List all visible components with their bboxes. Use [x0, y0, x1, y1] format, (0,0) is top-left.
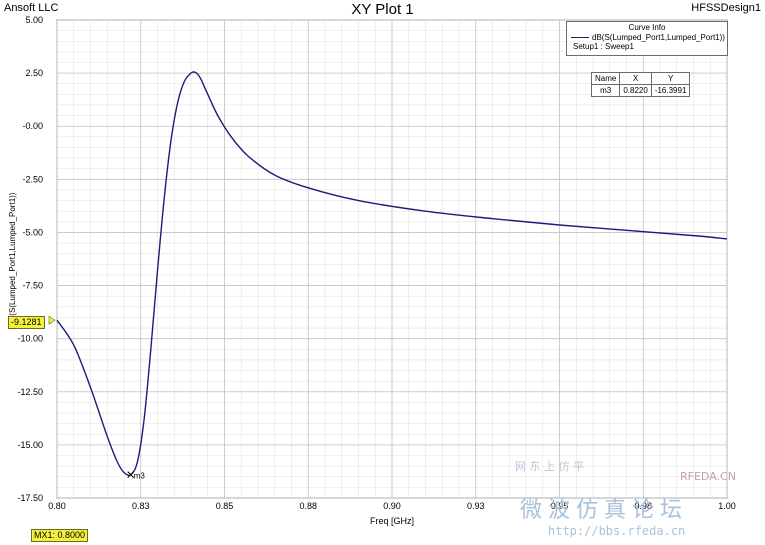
x-tick-label: 0.80 — [48, 501, 66, 511]
marker-cell-y: -16.3991 — [650, 84, 691, 97]
y-axis-label: dB(S(Lumped_Port1,Lumped_Port1)) — [8, 192, 17, 325]
y-tick-label: -5.00 — [22, 227, 43, 237]
x-axis-label: Freq [GHz] — [370, 516, 414, 526]
axis-ticks: 0.80 0.83 0.85 0.88 0.90 0.93 0.95 0.98 1.00 5.00… — [17, 15, 735, 511]
x-tick-label: 0.83 — [132, 501, 150, 511]
legend-title: Curve Info — [628, 23, 666, 32]
design-name: HFSSDesign1 — [691, 2, 761, 14]
legend-entry[interactable]: dB(S(Lumped_Port1,Lumped_Port1)) — [571, 33, 727, 42]
x-tick-label: 0.98 — [634, 501, 652, 511]
y-tick-label: -2.50 — [22, 174, 43, 184]
x-tick-label: 0.93 — [467, 501, 485, 511]
marker-cell-x: 0.8220 — [619, 84, 652, 97]
watermark-line4: http://bbs.rfeda.cn — [548, 524, 686, 538]
legend-entry-label: dB(S(Lumped_Port1,Lumped_Port1)) — [592, 33, 725, 42]
marker-cell-name: m3 — [590, 84, 621, 97]
watermark-line1: 网 东 上 仿 平 — [515, 460, 584, 473]
watermark-line2: RFEDA.CN — [680, 470, 736, 483]
y-tick-label: -17.50 — [17, 493, 43, 503]
y-cursor-arrow — [48, 315, 56, 325]
plot-title: XY Plot 1 — [351, 1, 414, 18]
y-tick-label: 2.50 — [25, 68, 43, 78]
x-tick-label: 1.00 — [718, 501, 736, 511]
x-tick-label: 0.90 — [383, 501, 401, 511]
x-tick-label: 0.85 — [216, 501, 234, 511]
y-tick-label: -10.00 — [17, 334, 43, 344]
watermark-line3: 微波仿真论坛 — [520, 498, 689, 523]
legend-sweep: Setup1 : Sweep1 — [573, 42, 634, 51]
x-cursor-tag[interactable]: MX1: 0.8000 — [31, 529, 89, 542]
y-tick-label: -12.50 — [17, 387, 43, 397]
y-tick-label: 5.00 — [25, 15, 43, 25]
marker-m3[interactable]: m3 — [48, 315, 146, 481]
marker-header-y: Y — [650, 72, 691, 85]
marker-label: m3 — [134, 472, 146, 481]
x-tick-label: 0.95 — [551, 501, 569, 511]
legend-swatch — [571, 37, 589, 38]
marker-table-header: Name X Y — [590, 72, 691, 85]
s11-curve[interactable] — [56, 71, 728, 477]
marker-table-row[interactable]: m3 0.8220 -16.3991 — [590, 84, 691, 97]
marker-table[interactable]: Name X Y m3 0.8220 -16.3991 — [590, 72, 691, 97]
grid — [56, 19, 728, 499]
y-tick-label: -0.00 — [22, 121, 43, 131]
vendor-label: Ansoft LLC — [4, 2, 59, 14]
x-tick-label: 0.88 — [299, 501, 317, 511]
marker-header-name: Name — [590, 72, 621, 85]
y-cursor-tag[interactable]: -9.1281 — [8, 316, 45, 329]
marker-header-x: X — [619, 72, 652, 85]
y-tick-label: -15.00 — [17, 440, 43, 450]
marker-symbol — [127, 471, 135, 478]
y-tick-label: -7.50 — [22, 281, 43, 291]
curve-info-legend[interactable]: Curve Info dB(S(Lumped_Port1,Lumped_Port… — [566, 21, 728, 56]
